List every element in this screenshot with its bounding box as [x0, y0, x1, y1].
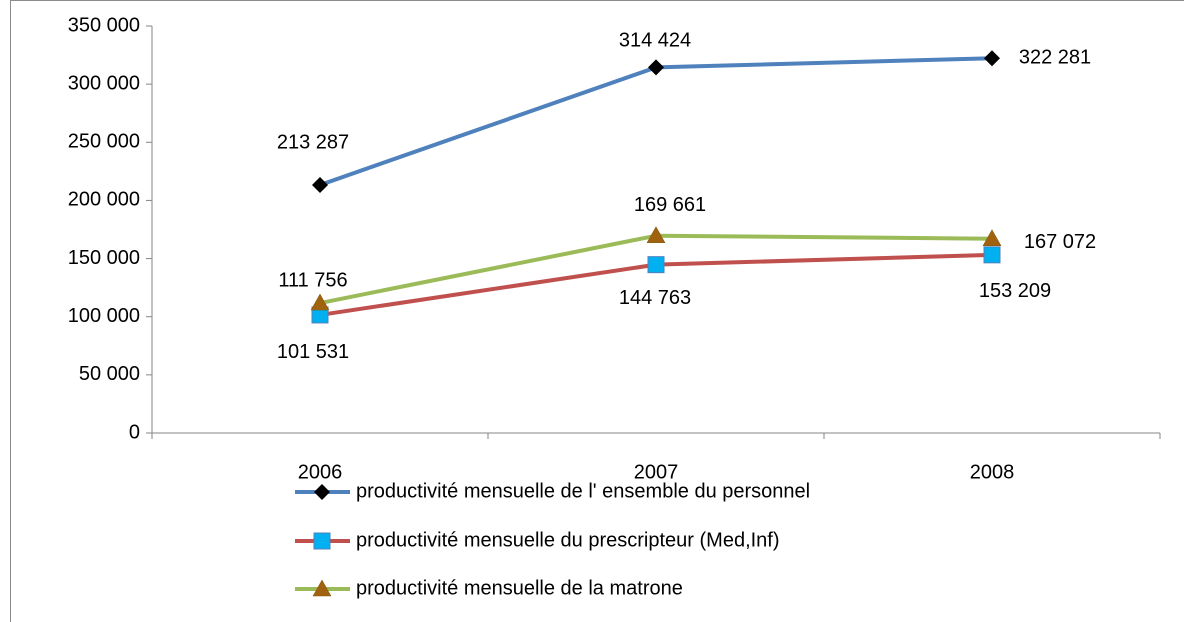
legend-label: productivité mensuelle de la matrone	[356, 577, 683, 599]
data-point	[646, 226, 666, 243]
legend-marker	[314, 484, 330, 500]
data-point	[984, 50, 1000, 67]
y-tick-label: 300 000	[68, 72, 140, 94]
data-label: 213 287	[277, 131, 349, 153]
data-point	[647, 256, 665, 274]
y-tick-label: 0	[129, 421, 140, 443]
y-tick-label: 350 000	[68, 14, 140, 36]
data-label: 322 281	[1019, 47, 1091, 69]
data-label: 144 763	[619, 287, 691, 309]
y-tick-label: 200 000	[68, 189, 140, 211]
y-tick-label: 150 000	[68, 247, 140, 269]
legend-label: productivité mensuelle du prescripteur (…	[356, 529, 780, 551]
data-point	[648, 59, 664, 76]
data-label: 101 531	[277, 341, 349, 363]
data-point	[983, 246, 1001, 264]
legend-label: productivité mensuelle de l' ensemble du…	[356, 480, 810, 502]
data-point	[310, 293, 330, 311]
data-label: 153 209	[979, 280, 1051, 302]
y-tick-label: 100 000	[68, 305, 140, 327]
legend-marker	[313, 532, 331, 550]
data-label: 167 072	[1024, 231, 1096, 253]
x-tick-label: 2007	[634, 461, 679, 483]
x-tick-label: 2008	[970, 461, 1015, 483]
series-line	[319, 56, 993, 187]
chart-frame	[10, 0, 1184, 622]
y-tick-label: 50 000	[79, 363, 140, 385]
legend-marker	[312, 579, 332, 597]
data-point	[312, 176, 328, 193]
data-label: 169 661	[634, 194, 706, 216]
data-label: 111 756	[278, 269, 347, 291]
y-tick-label: 250 000	[68, 131, 140, 153]
data-label: 314 424	[619, 30, 691, 52]
x-tick-label: 2006	[298, 461, 343, 483]
data-point	[982, 229, 1002, 246]
